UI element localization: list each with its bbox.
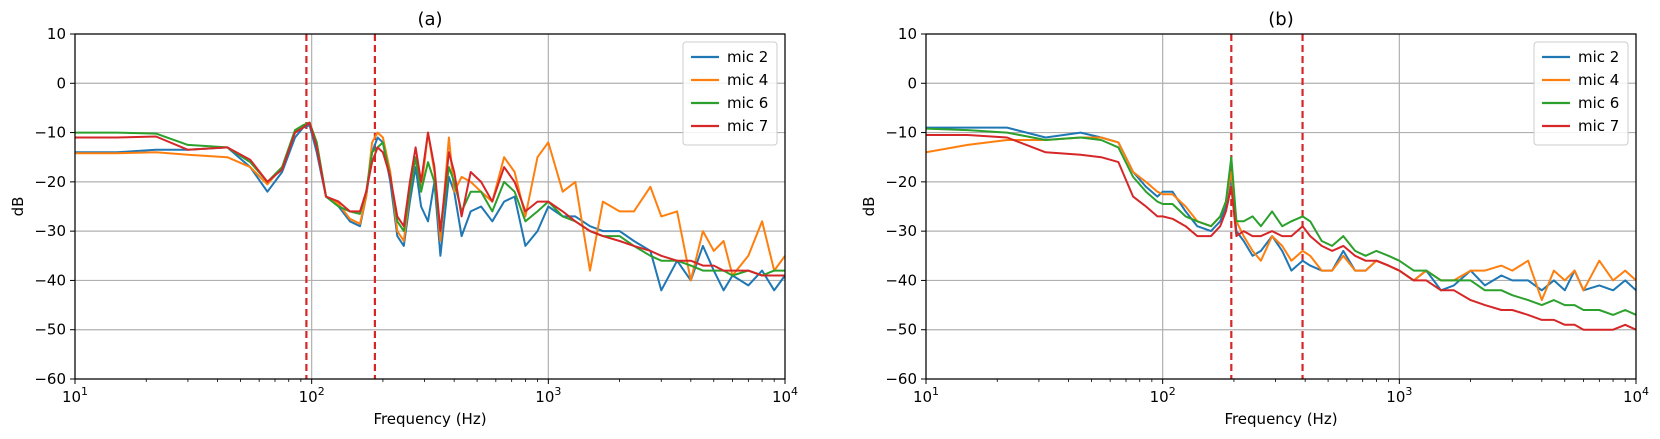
plot-frame xyxy=(925,33,1637,380)
x-axis-label: Frequency (Hz) xyxy=(373,410,486,428)
y-tick-label: −30 xyxy=(34,222,66,240)
legend-label: mic 7 xyxy=(1578,117,1619,135)
y-tick-label: −20 xyxy=(34,173,66,191)
series-line xyxy=(926,136,1636,302)
legend: mic 2 mic 4 mic 6 mic 7 xyxy=(682,41,778,146)
y-axis-label: dB xyxy=(860,197,878,217)
series-line xyxy=(75,121,785,277)
legend-box xyxy=(1533,41,1629,146)
y-tick-label: 10 xyxy=(898,25,917,43)
x-tick-label: 101 xyxy=(62,385,88,406)
y-tick-label: −40 xyxy=(34,271,66,289)
x-tick-label: 103 xyxy=(1386,385,1412,406)
x-axis-label: Frequency (Hz) xyxy=(1224,410,1337,428)
x-tick-label: 102 xyxy=(1150,385,1176,406)
series-line xyxy=(926,134,1636,331)
legend-label: mic 2 xyxy=(1578,48,1619,66)
y-axis-label: dB xyxy=(9,197,27,217)
y-tick-label: −10 xyxy=(885,124,917,142)
series-line xyxy=(926,126,1636,292)
y-tick-label: 0 xyxy=(56,74,66,92)
legend-label: mic 6 xyxy=(1578,94,1619,112)
x-tick-label: 104 xyxy=(1623,385,1649,406)
legend-label: mic 7 xyxy=(727,117,768,135)
y-tick-label: −50 xyxy=(34,321,66,339)
chart-title: (a) xyxy=(417,9,442,30)
y-tick-label: −50 xyxy=(885,321,917,339)
y-tick-label: −60 xyxy=(885,370,917,388)
y-tick-label: −30 xyxy=(885,222,917,240)
y-tick-label: −10 xyxy=(34,124,66,142)
x-tick-label: 101 xyxy=(913,385,939,406)
legend-label: mic 2 xyxy=(727,48,768,66)
legend-label: mic 6 xyxy=(727,94,768,112)
chart-title: (b) xyxy=(1268,9,1293,30)
y-tick-label: 0 xyxy=(907,74,917,92)
y-tick-label: −20 xyxy=(885,173,917,191)
legend-label: mic 4 xyxy=(727,71,768,89)
y-tick-label: −60 xyxy=(34,370,66,388)
series-line xyxy=(926,127,1636,316)
plot-frame xyxy=(74,33,786,380)
y-tick-label: −40 xyxy=(885,271,917,289)
legend-label: mic 4 xyxy=(1578,71,1619,89)
x-tick-label: 104 xyxy=(772,385,798,406)
x-tick-label: 103 xyxy=(535,385,561,406)
y-tick-label: 10 xyxy=(47,25,66,43)
legend: mic 2 mic 4 mic 6 mic 7 xyxy=(1533,41,1629,146)
x-tick-label: 102 xyxy=(299,385,325,406)
legend-box xyxy=(682,41,778,146)
